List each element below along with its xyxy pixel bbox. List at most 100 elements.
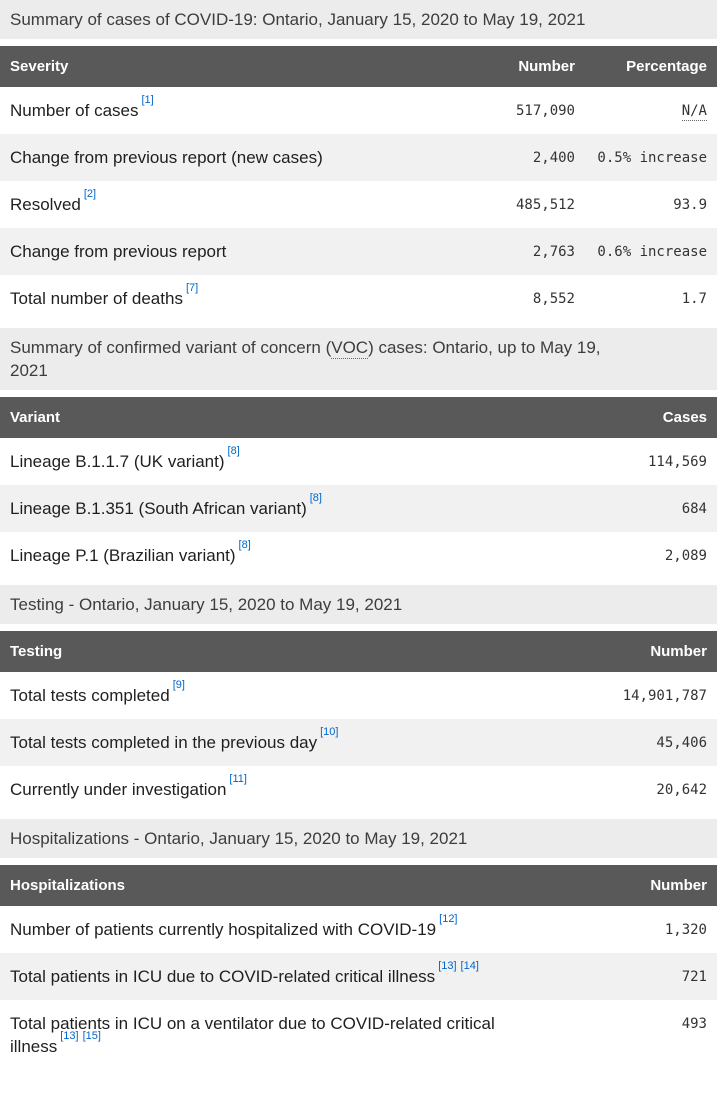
footnote-sup: [2] [84,188,96,200]
footnote-link[interactable]: [10] [320,726,339,739]
row-label: Total patients in ICU due to COVID-relat… [10,967,436,986]
na-abbreviation: N/A [681,103,707,121]
table-caption-testing: Testing - Ontario, January 15, 2020 to M… [0,585,717,624]
footnote-link[interactable]: [12] [439,913,458,926]
table-caption-severity: Summary of cases of COVID-19: Ontario, J… [0,0,717,39]
footnote-sup: [8] [228,445,240,457]
footnote-link[interactable]: [9] [172,679,185,692]
footnote-sup: [13] [438,960,456,972]
footnote-sup: [12] [439,913,457,925]
footnote-link[interactable]: [2] [83,188,97,201]
section-severity: Summary of cases of COVID-19: Ontario, J… [0,0,717,322]
percentage-value: 0.5% increase [597,150,707,166]
row-label: Number of cases [10,101,139,120]
caption-text: Summary of confirmed variant of concern … [10,338,332,357]
column-header-testing: Testing [0,631,557,672]
footnote-link[interactable]: [14] [460,960,479,973]
caption-text: Testing - Ontario, January 15, 2020 to M… [10,595,403,614]
cases-value: 684 [681,501,707,517]
percentage-value: 93.9 [673,197,707,213]
table-row: Currently under investigation[11] 20,642 [0,766,717,813]
footnote-sup: [14] [461,960,479,972]
column-header-number: Number [557,865,717,906]
percentage-value: 1.7 [681,291,707,307]
column-header-hospitalizations: Hospitalizations [0,865,557,906]
row-label-cell: Total tests completed in the previous da… [0,719,557,766]
cases-value: 2,089 [664,548,707,564]
caption-text: Hospitalizations - Ontario, January 15, … [10,829,468,848]
footnote-sup: [15] [83,1030,101,1042]
percentage-value: 0.6% increase [597,244,707,260]
row-label: Currently under investigation [10,780,227,799]
footnote-link[interactable]: [15] [82,1030,101,1043]
column-header-number: Number [447,46,585,87]
cases-value: 114,569 [647,454,707,470]
row-label-cell: Total patients in ICU due to COVID-relat… [0,953,557,1000]
row-label: Lineage B.1.1.7 (UK variant) [10,452,225,471]
table-row: Total tests completed in the previous da… [0,719,717,766]
footnote-sup: [9] [173,679,185,691]
footnote-sup: [7] [186,282,198,294]
row-label-cell: Number of cases[1] [0,87,447,134]
footnote-sup: [11] [229,773,247,785]
table-header-row: Variant Cases [0,397,717,438]
voc-abbreviation: VOC [331,338,369,359]
table-header-row: Hospitalizations Number [0,865,717,906]
number-value: 517,090 [515,103,575,119]
row-label: Number of patients currently hospitalize… [10,920,437,939]
row-label: Change from previous report [10,242,227,261]
number-value: 14,901,787 [622,688,707,704]
row-label-cell: Lineage B.1.351 (South African variant)[… [0,485,557,532]
footnote-link[interactable]: [8] [309,492,322,505]
footnote-sup: [8] [239,539,251,551]
footnote-sup: [8] [310,492,322,504]
testing-table: Testing Number Total tests completed[9] … [0,631,717,813]
table-caption-hospitalizations: Hospitalizations - Ontario, January 15, … [0,819,717,858]
caption-text: ) cases: Ontario, up to May 19, 2021 [10,338,601,380]
row-label: Total patients in ICU on a ventilator du… [10,1014,495,1056]
caption-text: Summary of cases of COVID-19: Ontario, J… [10,10,586,29]
column-header-severity: Severity [0,46,447,87]
number-value: 2,763 [532,244,575,260]
footnote-link[interactable]: [11] [229,773,247,786]
section-voc: Summary of confirmed variant of concern … [0,328,717,579]
table-row: Lineage B.1.351 (South African variant)[… [0,485,717,532]
column-header-percentage: Percentage [585,46,717,87]
row-label: Lineage B.1.351 (South African variant) [10,499,307,518]
row-label: Total tests completed [10,686,170,705]
column-header-number: Number [557,631,717,672]
footnote-link[interactable]: [7] [185,282,199,295]
row-label-cell: Number of patients currently hospitalize… [0,906,557,953]
table-row: Lineage B.1.1.7 (UK variant)[8] 114,569 [0,438,717,485]
row-label: Lineage P.1 (Brazilian variant) [10,546,236,565]
number-value: 1,320 [664,922,707,938]
column-header-cases: Cases [557,397,717,438]
table-row: Number of cases[1] 517,090 N/A [0,87,717,134]
row-label: Resolved [10,195,81,214]
table-caption-voc: Summary of confirmed variant of concern … [0,328,717,390]
footnote-link[interactable]: [13] [60,1030,79,1043]
row-label-cell: Resolved[2] [0,181,447,228]
severity-table: Severity Number Percentage Number of cas… [0,46,717,322]
table-header-row: Testing Number [0,631,717,672]
number-value: 8,552 [532,291,575,307]
row-label-cell: Currently under investigation[11] [0,766,557,813]
footnote-sup: [13] [60,1030,78,1042]
table-row: Number of patients currently hospitalize… [0,906,717,953]
row-label-cell: Total patients in ICU on a ventilator du… [0,1000,557,1070]
row-label-cell: Lineage B.1.1.7 (UK variant)[8] [0,438,557,485]
table-row: Resolved[2] 485,512 93.9 [0,181,717,228]
table-row: Lineage P.1 (Brazilian variant)[8] 2,089 [0,532,717,579]
footnote-link[interactable]: [13] [438,960,457,973]
footnote-link[interactable]: [8] [227,445,240,458]
number-value: 20,642 [656,782,707,798]
hospitalizations-table: Hospitalizations Number Number of patien… [0,865,717,1070]
row-label: Total tests completed in the previous da… [10,733,318,752]
footnote-link[interactable]: [1] [141,94,154,107]
number-value: 493 [681,1016,707,1032]
footnote-link[interactable]: [8] [238,539,251,552]
row-label-cell: Total tests completed[9] [0,672,557,719]
table-header-row: Severity Number Percentage [0,46,717,87]
row-label-cell: Change from previous report [0,228,447,275]
number-value: 2,400 [532,150,575,166]
